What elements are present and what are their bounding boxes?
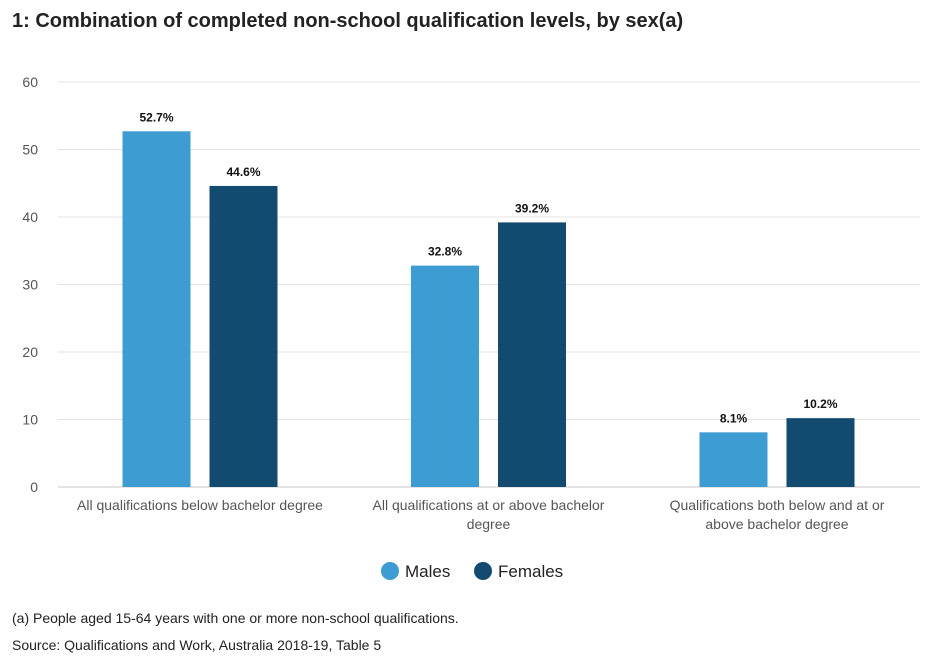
bar — [786, 418, 855, 487]
x-tick-label: above bachelor degree — [705, 516, 848, 532]
y-tick-label: 0 — [30, 479, 38, 495]
bar — [209, 185, 278, 487]
data-label: 44.6% — [226, 165, 260, 179]
bar — [122, 131, 191, 487]
data-label: 8.1% — [720, 411, 748, 425]
data-label: 39.2% — [515, 201, 549, 215]
x-tick-label: All qualifications at or above bachelor — [373, 497, 605, 513]
data-label: 52.7% — [139, 110, 173, 124]
legend-label: Males — [405, 562, 450, 581]
y-tick-label: 10 — [22, 412, 38, 428]
y-tick-label: 30 — [22, 277, 38, 293]
footnote: (a) People aged 15-64 years with one or … — [12, 610, 459, 626]
x-tick-label: Qualifications both below and at or — [670, 497, 885, 513]
x-tick-label: degree — [467, 516, 511, 532]
y-tick-label: 60 — [22, 74, 38, 90]
data-label: 32.8% — [428, 245, 462, 259]
bar — [498, 222, 566, 487]
legend-marker — [474, 562, 492, 580]
bar-chart: 0 10 20 30 40 50 60 52.7% 44.6% All qualification… — [22, 74, 920, 581]
x-tick-label: All qualifications below bachelor degree — [77, 497, 323, 513]
source-note: Source: Qualifications and Work, Austral… — [12, 637, 382, 653]
y-tick-label: 20 — [22, 344, 38, 360]
legend-marker — [381, 562, 399, 580]
bar — [699, 432, 768, 487]
y-tick-label: 40 — [22, 209, 38, 225]
chart-title: 1: Combination of completed non-school q… — [12, 10, 684, 32]
legend-label: Females — [498, 562, 563, 581]
data-label: 10.2% — [803, 397, 837, 411]
bar — [411, 265, 479, 487]
y-tick-label: 50 — [22, 142, 38, 158]
